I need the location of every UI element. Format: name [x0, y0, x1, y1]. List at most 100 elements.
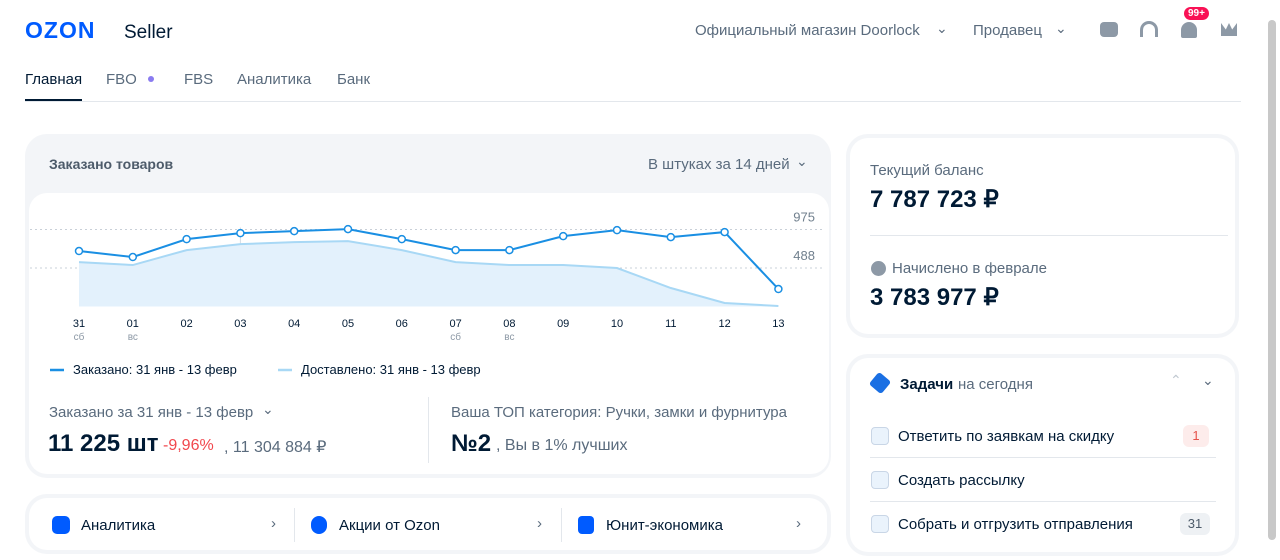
tab-dot — [148, 76, 154, 82]
task-checkbox[interactable] — [871, 471, 889, 489]
link-icon — [311, 516, 327, 534]
crown-icon[interactable] — [1221, 23, 1237, 36]
area — [79, 241, 779, 307]
task-checkbox[interactable] — [871, 427, 889, 445]
x-tick-label: 07 — [449, 318, 461, 330]
arrow: › — [796, 515, 801, 532]
task-label: Создать рассылку — [898, 472, 1025, 489]
task-checkbox[interactable] — [871, 515, 889, 533]
tasks-panel — [850, 358, 1235, 552]
chevron: ⌄ — [1055, 20, 1067, 36]
x-tick-label: 01 — [127, 318, 139, 330]
link[interactable]: Юнит-экономика — [606, 517, 723, 534]
x-tick-label: 11 — [665, 318, 676, 330]
task-label: Собрать и отгрузить отправления — [898, 516, 1133, 533]
orders-total: 11 225 шт — [48, 430, 159, 457]
task-count: 1 — [1183, 425, 1209, 447]
summary-label[interactable]: Заказано за 31 янв - 13 февр — [49, 404, 254, 421]
x-tick-label: 31 — [73, 318, 85, 330]
accrued-label: Начислено в феврале — [892, 260, 1047, 277]
x-tick-label: 13 — [772, 318, 784, 330]
point — [289, 226, 299, 236]
notification-badge: 99+ — [1184, 7, 1209, 20]
task-label: Ответить по заявкам на скидку — [898, 428, 1115, 445]
scrollbar[interactable] — [1268, 20, 1276, 540]
point — [774, 284, 783, 294]
x-tick-label: 09 — [557, 318, 569, 330]
rank: №2 — [451, 430, 492, 457]
info-icon[interactable] — [871, 261, 886, 276]
divider — [428, 397, 429, 463]
tasks-subtitle: на сегодня — [958, 376, 1033, 393]
point — [451, 245, 460, 255]
x-tick-label: 05 — [342, 318, 354, 330]
x-tick-sublabel: сб — [74, 331, 85, 343]
logo[interactable]: OZON — [25, 17, 96, 43]
support-icon[interactable] — [1140, 21, 1158, 37]
point — [128, 252, 138, 262]
point — [74, 246, 84, 256]
store-select[interactable]: Официальный магазин Doorlock — [695, 22, 920, 39]
x-tick-label: 12 — [718, 318, 730, 330]
chat-icon[interactable] — [1100, 22, 1118, 37]
x-tick-sublabel: вс — [504, 332, 514, 343]
tab[interactable]: Банк — [337, 71, 371, 88]
tab[interactable]: FBO — [106, 71, 137, 88]
link[interactable]: Акции от Ozon — [339, 517, 440, 534]
divider — [870, 235, 1228, 236]
links-panel — [29, 498, 827, 550]
x-tick-label: 02 — [180, 318, 192, 330]
tab[interactable]: FBS — [184, 71, 214, 88]
link-icon — [52, 516, 70, 534]
chevron: ⌄ — [262, 401, 274, 417]
balance-label: Текущий баланс — [870, 162, 984, 179]
task-count: 31 — [1180, 513, 1210, 535]
tasks-title: Задачи — [900, 376, 954, 393]
rank-note: , Вы в 1% лучших — [496, 437, 628, 454]
line — [78, 228, 780, 290]
point — [612, 225, 622, 235]
point — [397, 234, 407, 244]
chart-panel — [29, 193, 829, 474]
point — [343, 224, 353, 234]
top-category: Ваша ТОП категория: Ручки, замки и фурни… — [451, 404, 787, 421]
collapse-down[interactable]: ⌄ — [1202, 372, 1214, 388]
role-select[interactable]: Продавец — [973, 22, 1042, 39]
line — [78, 240, 779, 308]
arrow: › — [537, 515, 542, 532]
point — [666, 232, 676, 242]
x-tick-sublabel: вс — [128, 332, 138, 343]
x-tick-sublabel: сб — [450, 331, 461, 343]
accrued-value: 3 783 977 ₽ — [870, 284, 999, 311]
balance-value: 7 787 723 ₽ — [870, 186, 999, 213]
divider — [561, 508, 562, 542]
chevron: ⌄ — [936, 20, 948, 36]
link-icon — [578, 516, 594, 534]
y-tick-label: 488 — [793, 248, 815, 263]
x-tick-label: 06 — [396, 318, 408, 330]
tab[interactable]: Главная — [25, 71, 83, 88]
tab[interactable]: Аналитика — [237, 71, 312, 88]
point — [505, 245, 514, 255]
link[interactable]: Аналитика — [81, 517, 156, 534]
x-tick-label: 08 — [503, 318, 515, 330]
point — [558, 231, 568, 241]
arrow: › — [271, 515, 276, 532]
legend-label: Заказано: 31 янв - 13 февр — [73, 362, 237, 377]
point — [182, 234, 191, 244]
collapse-up[interactable]: ⌃ — [1170, 372, 1182, 388]
orders-change: -9,96% — [163, 437, 214, 454]
x-tick-label: 03 — [234, 318, 246, 330]
period-select[interactable]: В штуках за 14 дней — [648, 156, 790, 173]
legend-label: Доставлено: 31 янв - 13 февр — [301, 362, 481, 377]
divider — [870, 501, 1216, 502]
point — [720, 227, 729, 237]
tabs-divider — [25, 101, 1241, 102]
bell-icon[interactable] — [1181, 22, 1197, 38]
point — [236, 228, 245, 238]
x-tick-label: 10 — [611, 318, 623, 330]
tab-underline — [25, 99, 82, 101]
y-tick-label: 975 — [793, 209, 815, 224]
